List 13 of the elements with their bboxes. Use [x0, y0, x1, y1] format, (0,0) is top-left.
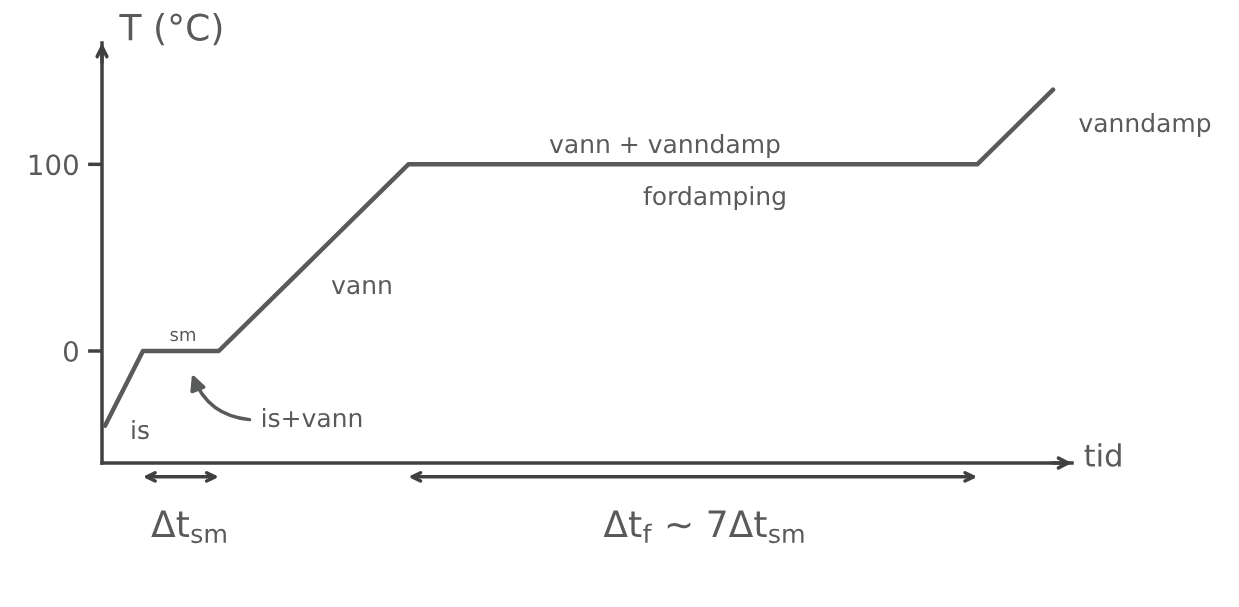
annotation: vann + vanndamp: [549, 133, 780, 159]
y-tick-label: 0: [63, 340, 78, 362]
text: Δt$_{f}$ ~ 7Δt$_{sm}$: [603, 510, 804, 544]
annotation: fordamping: [643, 185, 785, 211]
text: Δt$_{sm}$: [151, 510, 226, 544]
annotation: is+vann: [262, 407, 362, 428]
annotation: is: [132, 419, 149, 440]
text: vanndamp: [1079, 112, 1211, 138]
annotation: sm: [170, 330, 195, 342]
annotation: vann: [331, 279, 391, 295]
y-tick-label: 100: [29, 154, 78, 176]
x-axis-title: tid: [1084, 443, 1121, 467]
y-axis-title: T (°C): [119, 12, 222, 46]
